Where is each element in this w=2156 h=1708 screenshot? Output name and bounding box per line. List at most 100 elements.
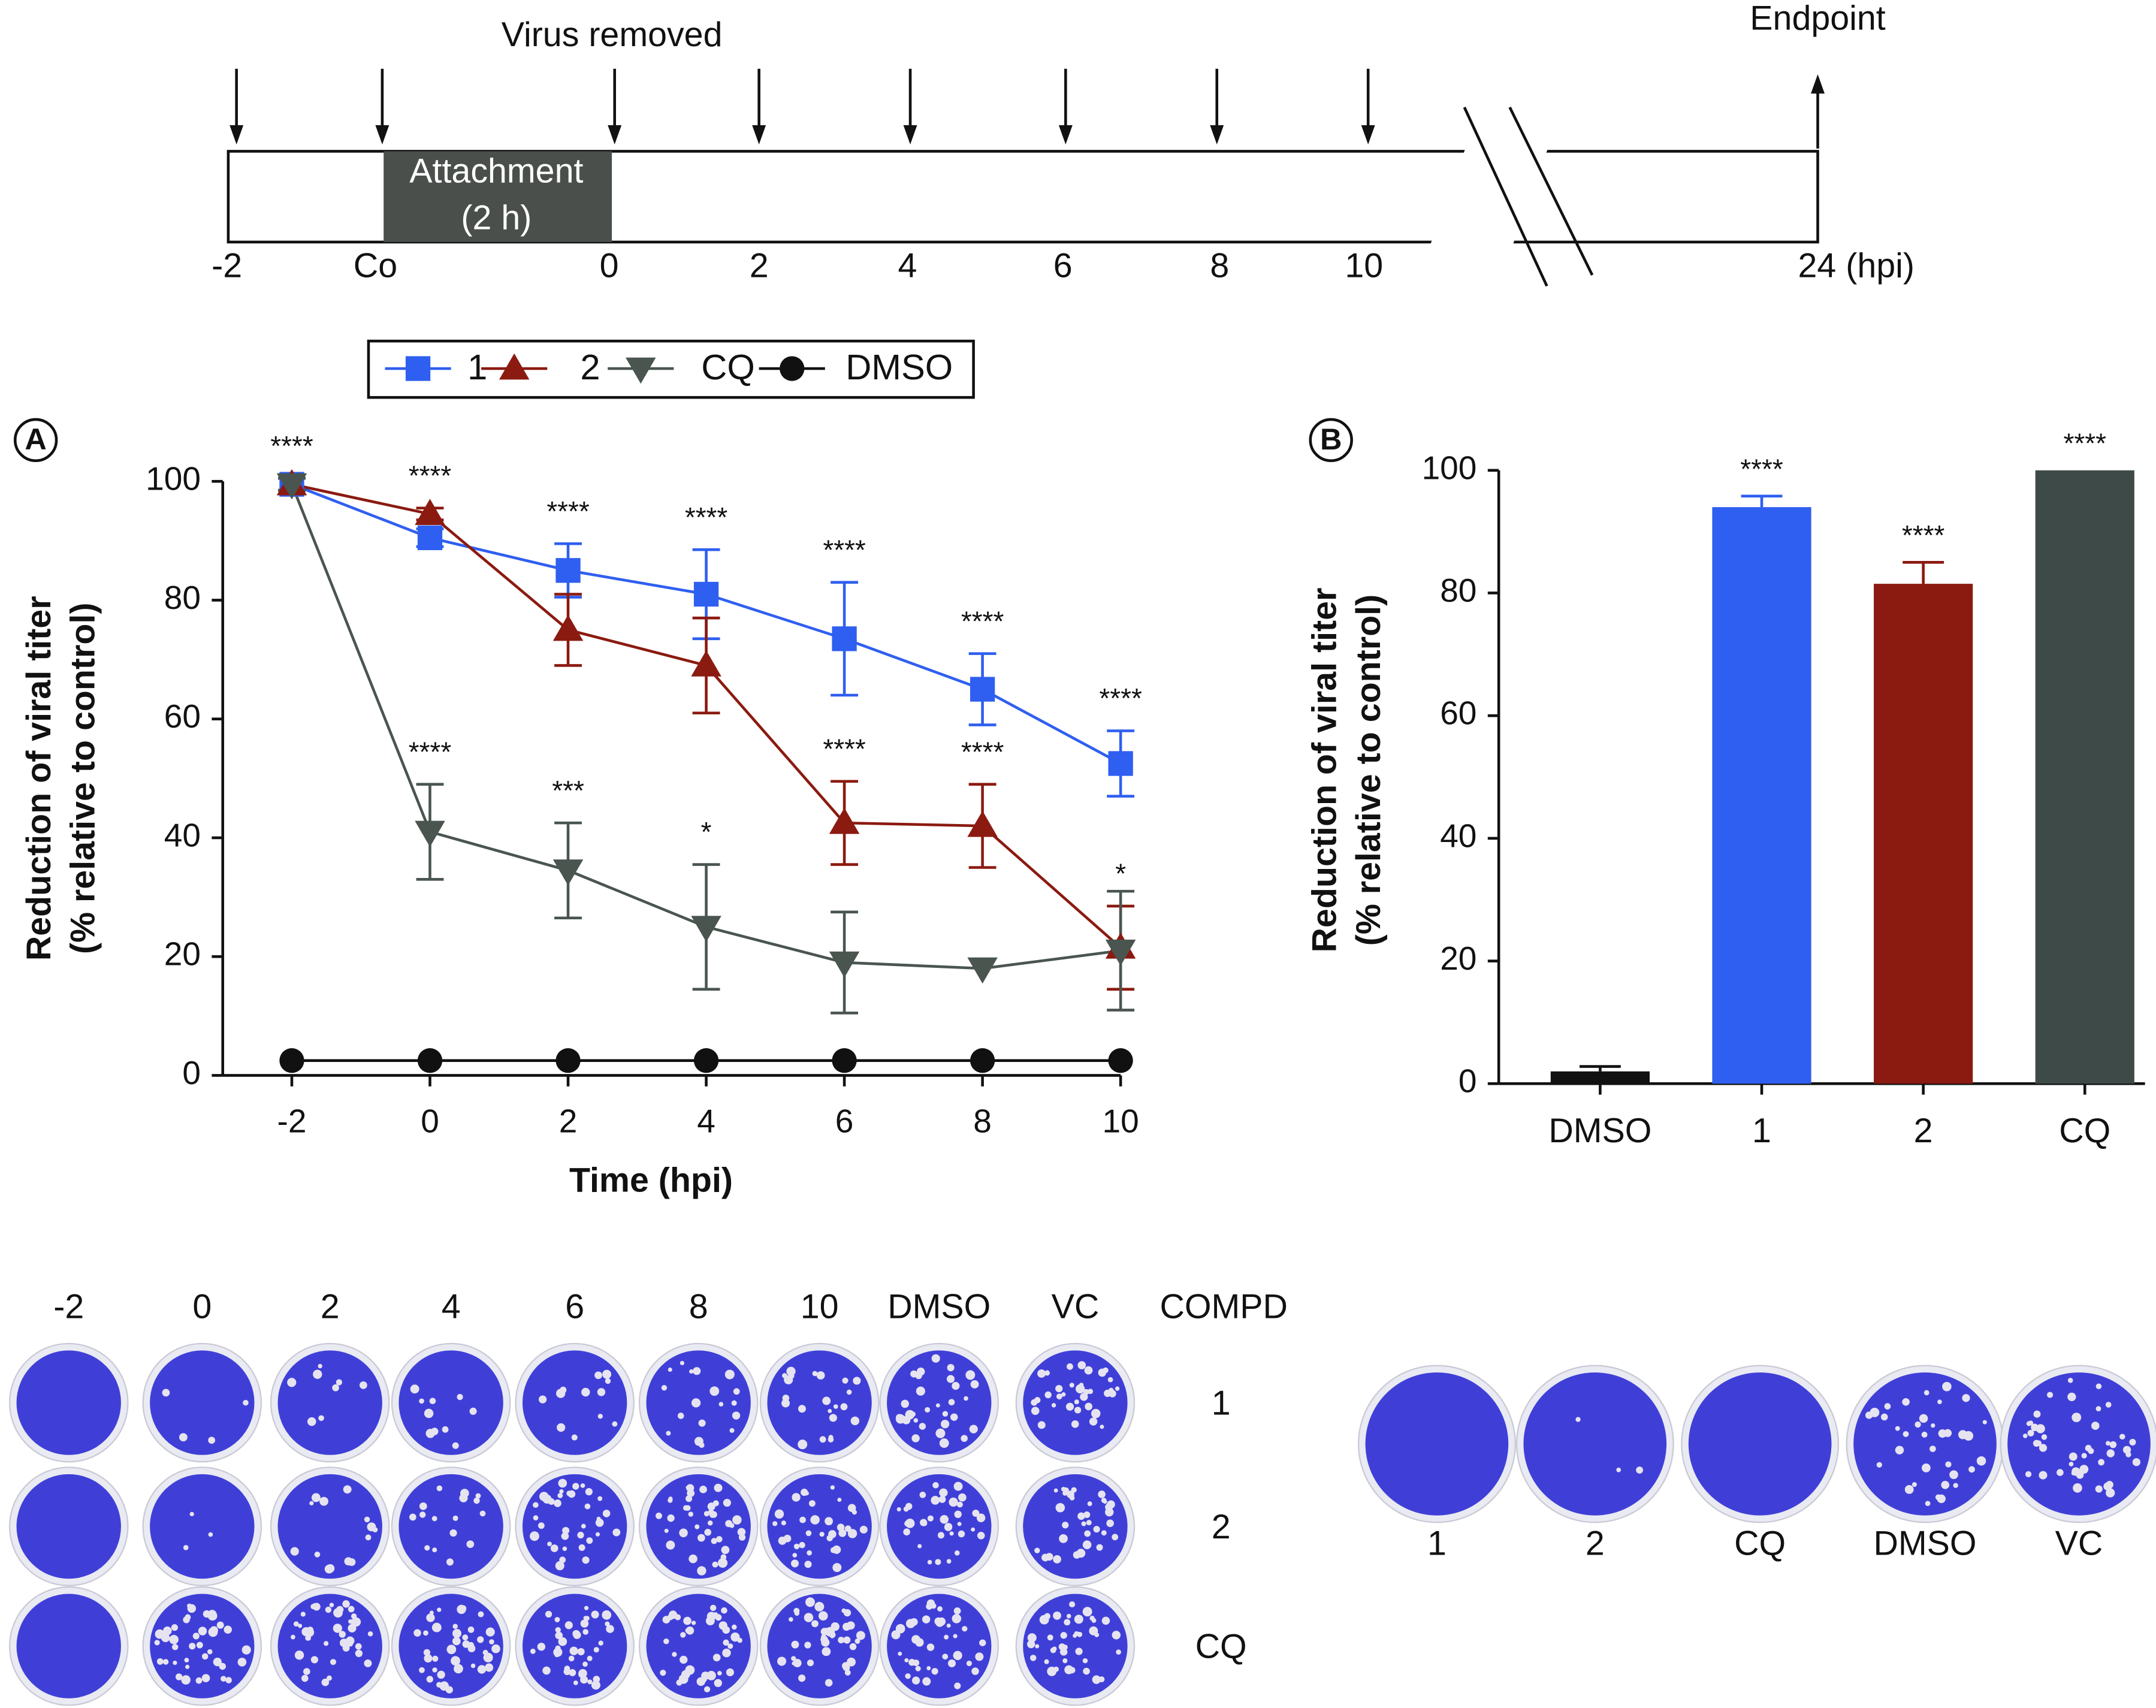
plaque	[2106, 1449, 2115, 1457]
plaque	[537, 1643, 546, 1651]
plaque	[287, 1378, 297, 1387]
plaque	[539, 1395, 547, 1404]
plaque	[828, 1408, 832, 1413]
plaque	[325, 1606, 332, 1613]
plaque	[915, 1665, 921, 1671]
plaque	[573, 1680, 578, 1685]
plaque	[971, 1527, 976, 1532]
timeline-label: 10	[1345, 247, 1383, 285]
plaque	[851, 1510, 857, 1515]
plaque	[550, 1544, 558, 1552]
plaque	[185, 1664, 190, 1669]
plaque	[926, 1643, 935, 1651]
plaque	[683, 1505, 689, 1511]
plate-row-label: 2	[1212, 1508, 1231, 1546]
plaque	[830, 1485, 835, 1490]
plaque	[820, 1628, 829, 1636]
plaque	[910, 1411, 916, 1417]
plaque	[895, 1414, 904, 1422]
plaque	[467, 1644, 476, 1652]
plaque	[660, 1670, 666, 1676]
plaque	[954, 1682, 961, 1689]
plaque	[605, 1621, 610, 1626]
plaque	[849, 1643, 857, 1650]
plaque	[569, 1646, 578, 1655]
plaque	[942, 1653, 949, 1660]
plaque	[489, 1639, 494, 1644]
plaque	[2036, 1440, 2042, 1447]
plaque	[1055, 1502, 1065, 1513]
plaque	[962, 1626, 968, 1632]
plaque	[679, 1528, 688, 1538]
plaque	[477, 1636, 484, 1643]
plaque	[709, 1386, 720, 1396]
plaque	[1903, 1431, 1909, 1437]
plaque	[1080, 1393, 1088, 1401]
plate	[2007, 1372, 2151, 1516]
plaque	[781, 1399, 790, 1408]
plaque	[964, 1396, 968, 1401]
data-point	[691, 650, 721, 677]
plaque	[318, 1363, 322, 1369]
plaque	[701, 1671, 710, 1680]
plaque	[1942, 1381, 1952, 1392]
plaque	[783, 1534, 792, 1543]
plaque	[367, 1631, 373, 1637]
plaque	[846, 1621, 855, 1630]
plaque	[555, 1561, 564, 1571]
plaque	[1922, 1463, 1931, 1472]
plaque	[183, 1544, 189, 1550]
plaque	[772, 1521, 778, 1526]
plaque	[548, 1498, 555, 1505]
x-tick-label: 2	[559, 1102, 578, 1139]
plate	[150, 1474, 255, 1579]
plaque	[1081, 1521, 1086, 1526]
plaque	[966, 1660, 972, 1667]
plaque	[926, 1599, 935, 1608]
plaque	[1069, 1383, 1074, 1388]
plaque	[915, 1638, 924, 1647]
plaque	[1096, 1544, 1103, 1551]
plaque	[814, 1601, 825, 1612]
plate-column-label: -2	[53, 1288, 84, 1326]
plaque	[1089, 1417, 1098, 1426]
plaque	[794, 1610, 800, 1616]
data-point	[967, 810, 998, 837]
plaque	[587, 1655, 593, 1661]
legend-marker	[626, 357, 656, 384]
plaque	[2095, 1406, 2101, 1411]
plate	[150, 1350, 255, 1455]
plaque	[952, 1381, 960, 1390]
plaque	[419, 1667, 425, 1673]
plaque	[1895, 1446, 1904, 1454]
plaque	[207, 1610, 217, 1619]
plaque	[822, 1647, 831, 1656]
plaque	[2129, 1438, 2136, 1446]
plaque	[219, 1662, 227, 1670]
plaque	[827, 1519, 833, 1525]
plaque	[294, 1650, 304, 1660]
plaque	[703, 1511, 709, 1517]
plate-label: 1	[1427, 1524, 1447, 1562]
plaque	[977, 1531, 985, 1540]
plaque	[729, 1428, 735, 1433]
plaque	[198, 1626, 207, 1635]
plaque	[460, 1605, 467, 1612]
plaque	[898, 1651, 902, 1656]
plaque	[241, 1645, 251, 1655]
plaque	[722, 1648, 731, 1658]
plaque	[1060, 1632, 1067, 1639]
plaque	[691, 1398, 701, 1408]
plaque	[1087, 1501, 1092, 1507]
plaque	[709, 1604, 717, 1612]
plaque	[181, 1675, 191, 1685]
plaque	[798, 1405, 806, 1413]
plate-column-label: 10	[801, 1288, 839, 1326]
error-bar	[1903, 561, 1944, 584]
plaque	[842, 1377, 848, 1384]
plaque	[2125, 1452, 2131, 1457]
plaque	[730, 1632, 740, 1642]
plaque	[1026, 1640, 1035, 1649]
y-axis-title: (% relative to control)	[64, 603, 102, 954]
significance-label: ****	[409, 736, 452, 767]
